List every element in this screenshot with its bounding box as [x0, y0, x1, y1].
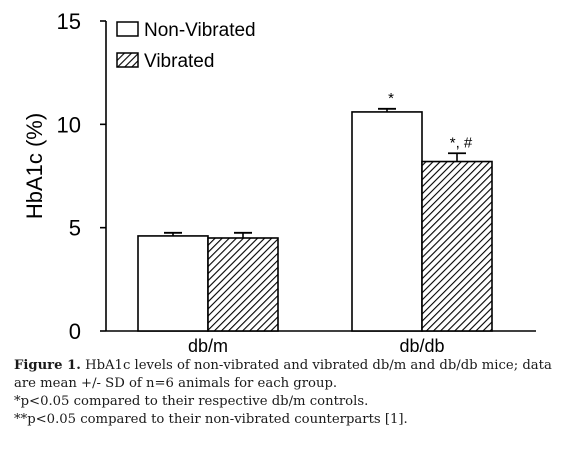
bar — [351, 111, 423, 332]
caption-main: Figure 1. HbA1c levels of non-vibrated a… — [14, 357, 570, 393]
bar — [137, 235, 209, 332]
significance-label: *, # — [450, 134, 473, 151]
y-tick-label: 0 — [69, 319, 81, 344]
figure-caption: Figure 1. HbA1c levels of non-vibrated a… — [14, 357, 570, 429]
y-tick-label: 15 — [57, 9, 81, 34]
x-category-label: db/m — [188, 336, 228, 355]
caption-note-1: *p<0.05 compared to their respective db/… — [14, 394, 369, 409]
legend-label: Non-Vibrated — [144, 20, 256, 41]
caption-note-2: **p<0.05 compared to their non-vibrated … — [14, 412, 408, 427]
legend-swatch — [116, 52, 139, 68]
y-tick-label: 5 — [69, 216, 81, 241]
y-axis-title: HbA1c (%) — [22, 113, 47, 219]
caption-text: HbA1c levels of non-vibrated and vibrate… — [14, 358, 552, 391]
bar — [421, 160, 493, 332]
caption-label: Figure 1. — [14, 358, 81, 373]
bar — [207, 237, 279, 332]
significance-label: * — [388, 90, 394, 107]
x-category-label: db/db — [399, 336, 444, 355]
hba1c-bar-chart: 0 5 10 15 HbA1c (%) db/m db/db * *, # Non-Vibrate… — [22, 9, 536, 355]
y-tick-label: 10 — [57, 112, 81, 137]
legend-swatch — [116, 21, 139, 37]
legend-label: Vibrated — [144, 51, 214, 72]
